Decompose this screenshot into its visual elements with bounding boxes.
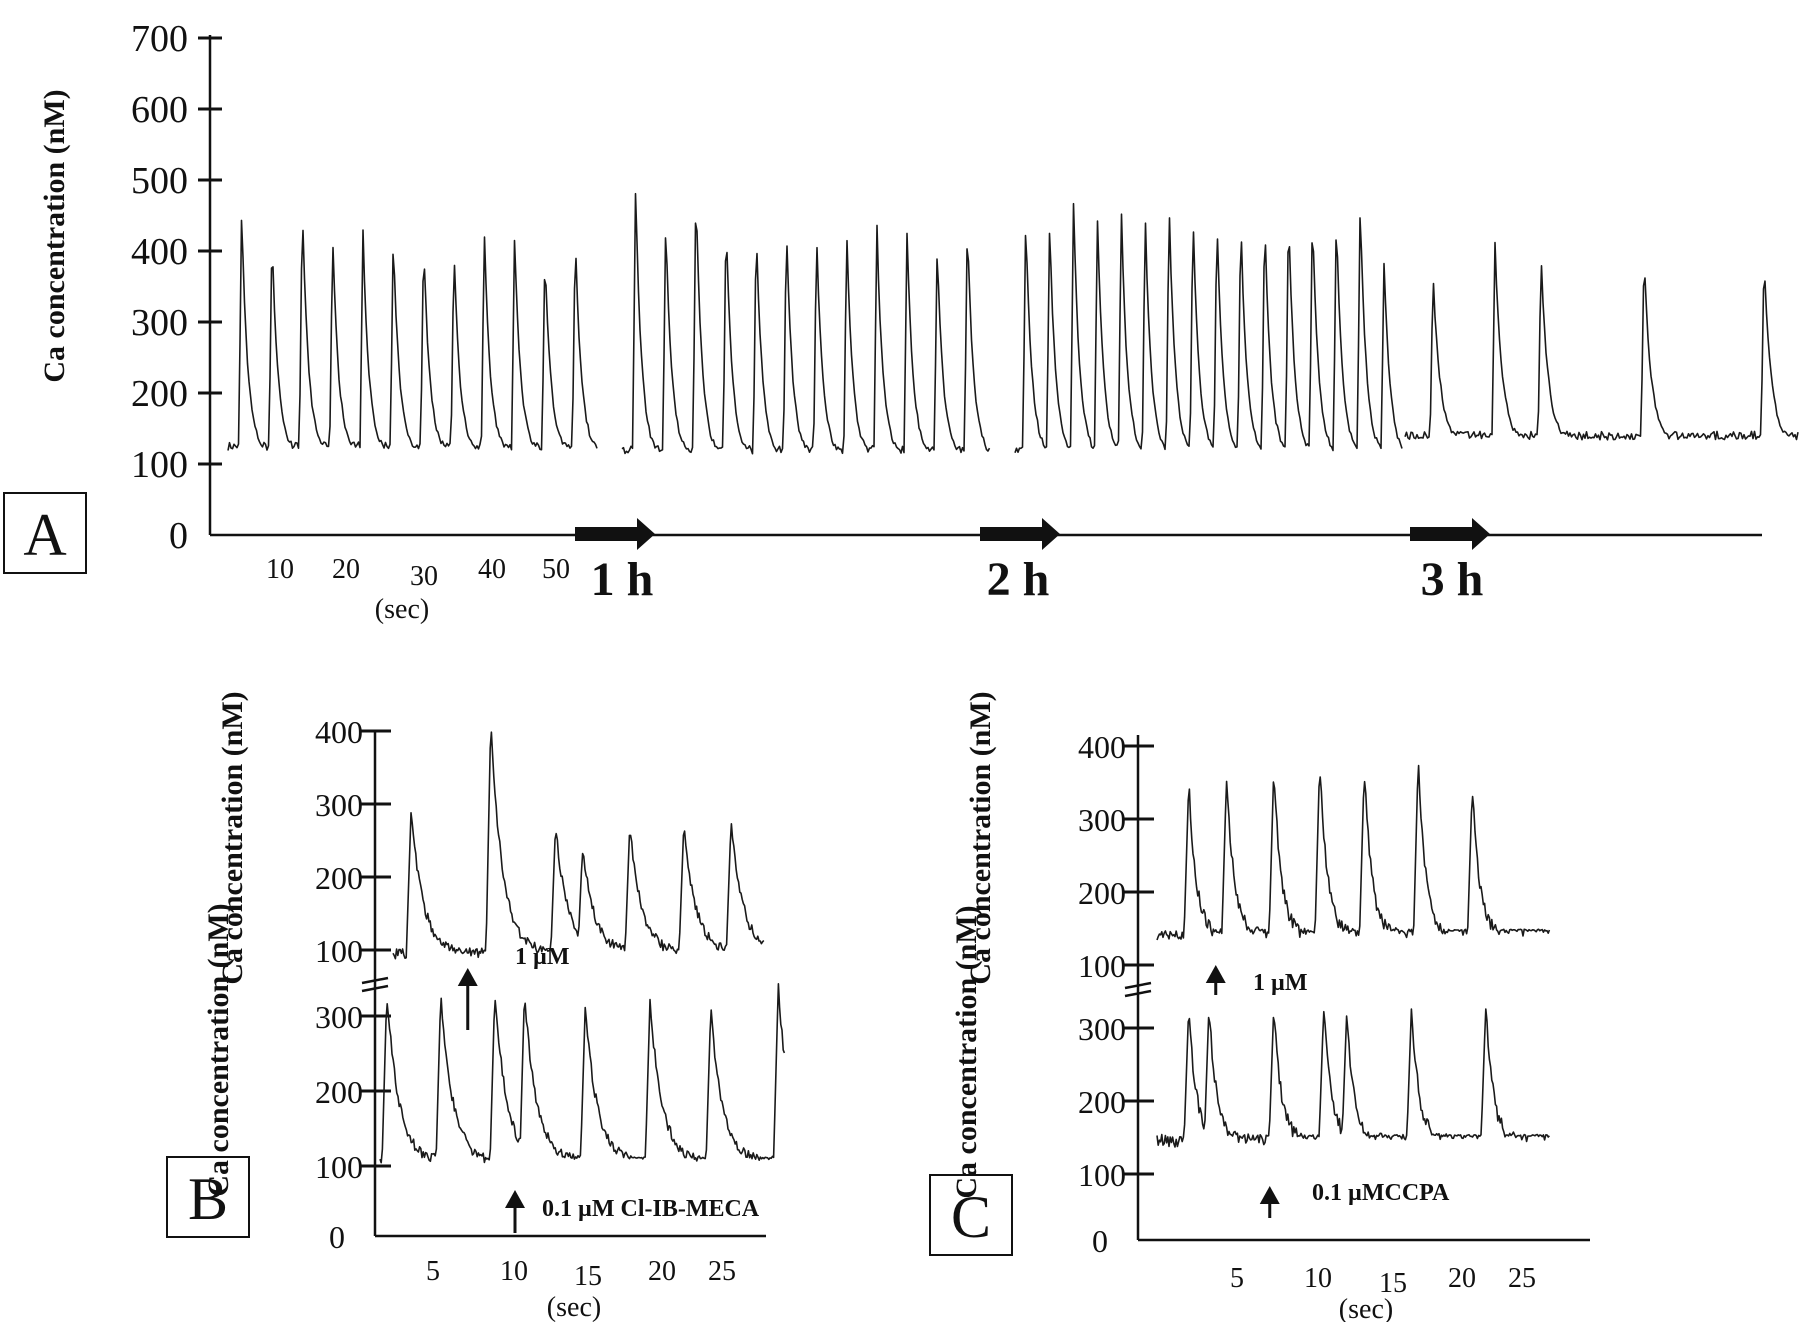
x-tick-label: 5 [1230,1263,1244,1294]
panel-c-arrows [1205,965,1280,1218]
y-tick-label: 200 [315,1074,363,1110]
panel-c-x-unit: (sec) [1339,1294,1393,1322]
panel-b-arrows [457,968,525,1233]
panel-c-label: C [951,1184,991,1250]
y-tick-label: 300 [1078,1011,1126,1047]
y-tick-label: 100 [131,444,188,486]
panel-a-x-unit: (sec) [375,594,429,625]
y-tick-label: 200 [315,860,363,896]
calcium-trace [1156,764,1551,941]
panel-b-x-unit: (sec) [547,1292,601,1322]
time-marker-label: 1 h [591,553,654,606]
time-marker-label: 3 h [1421,553,1484,606]
calcium-trace [1156,1008,1550,1148]
panel-a-ylabel: Ca concentration (nM) [38,89,71,382]
agonist-arrow-head [505,1190,525,1208]
panel-a-traces [227,192,1799,455]
y-tick-label: 200 [131,373,188,415]
y-tick-label: 100 [315,933,363,969]
x-tick-label: 10 [500,1256,528,1287]
panel-c-bottom-annotation: 0.1 µMCCPA [1312,1180,1450,1206]
panel-c-x-ticks: 5 10 15 20 25 [1230,1263,1536,1299]
x-tick-label: 20 [648,1256,676,1287]
y-tick-label: 300 [131,302,188,344]
panel-c: Ca concentration (nM) Ca concentration (… [929,691,1590,1322]
y-tick-label: 100 [1078,948,1126,984]
y-tick-label: 200 [1078,1084,1126,1120]
time-arrow-head [1472,518,1490,550]
y-tick-label: 0 [169,515,188,557]
calcium-trace-segment [1014,202,1403,454]
y-tick-label: 0 [1092,1223,1108,1259]
panel-b-traces [379,731,786,1164]
panel-a-time-arrows: 1 h 2 h 3 h [575,518,1490,606]
panel-b-y-ticks: 400 300 200 100 300 200 100 0 [315,714,391,1255]
x-tick-label: 5 [426,1256,440,1287]
y-tick-label: 0 [329,1219,345,1255]
time-arrow-shaft [1410,527,1474,541]
calcium-trace-segment [1404,241,1799,441]
time-arrow-shaft [575,527,639,541]
time-marker-label: 2 h [987,553,1050,606]
panel-a-label-box [3,492,87,574]
panel-b-label-box [166,1156,250,1238]
panel-b-x-ticks: 5 10 15 20 25 [426,1256,736,1292]
x-tick-label: 25 [1508,1263,1536,1294]
calcium-trace-segment [621,192,991,455]
agonist-arrow-head [1205,965,1226,983]
panel-b-bottom-annotation: 0.1 µM Cl-IB-MECA [542,1196,760,1222]
time-arrow-head [637,518,655,550]
panel-c-y-ticks: 400 300 200 100 300 200 100 0 [1078,729,1154,1259]
panel-b: Ca concentration (nM) Ca concentration (… [166,691,786,1322]
y-tick-label: 400 [315,714,363,750]
agonist-arrow-head [1259,1186,1280,1204]
x-tick-label: 15 [574,1261,602,1292]
panel-c-top-annotation: 1 µM [1253,970,1307,996]
panel-a: Ca concentration (nM) 700600500400300200… [3,18,1799,625]
panel-a-x-ticks: 10 20 30 40 50 [266,554,570,592]
panel-c-ylabel-bottom: Ca concentration (nM) [950,905,983,1198]
calcium-trace [379,983,786,1164]
panel-b-ylabel-top: Ca concentration (nM) [216,691,249,984]
panel-b-ylabel-bottom: Ca concentration (nM) [202,903,235,1196]
x-tick-label: 25 [708,1256,736,1287]
calcium-trace-segment [227,219,598,451]
agonist-arrow-head [457,968,478,986]
y-tick-label: 100 [315,1149,363,1185]
x-tick-label: 10 [1304,1263,1332,1294]
x-tick-label: 15 [1379,1268,1407,1299]
y-tick-label: 100 [1078,1157,1126,1193]
panel-b-top-annotation: 1 µM [515,944,569,970]
panel-a-y-ticks: 700 600 500 400 300 200 100 0 [131,18,222,557]
x-tick-label: 20 [1448,1263,1476,1294]
x-tick-label: 20 [332,554,360,585]
x-tick-label: 30 [410,561,438,592]
time-arrow-shaft [980,527,1044,541]
panel-b-axis-break [361,976,389,993]
y-tick-label: 300 [315,999,363,1035]
x-tick-label: 40 [478,554,506,585]
y-tick-label: 600 [131,89,188,131]
y-tick-label: 500 [131,160,188,202]
panel-c-traces [1156,764,1551,1148]
y-tick-label: 400 [131,231,188,273]
panel-a-label: A [23,502,66,568]
y-tick-label: 400 [1078,729,1126,765]
y-tick-label: 200 [1078,875,1126,911]
panel-c-label-box [929,1174,1013,1256]
panel-b-label: B [188,1166,228,1232]
y-tick-label: 300 [315,787,363,823]
y-tick-label: 700 [131,18,188,60]
calcium-trace [392,731,765,960]
x-tick-label: 10 [266,554,294,585]
time-arrow-head [1042,518,1060,550]
panel-c-axis-break [1124,981,1152,998]
panel-c-ylabel-top: Ca concentration (nM) [964,691,997,984]
x-tick-label: 50 [542,554,570,585]
y-tick-label: 300 [1078,802,1126,838]
